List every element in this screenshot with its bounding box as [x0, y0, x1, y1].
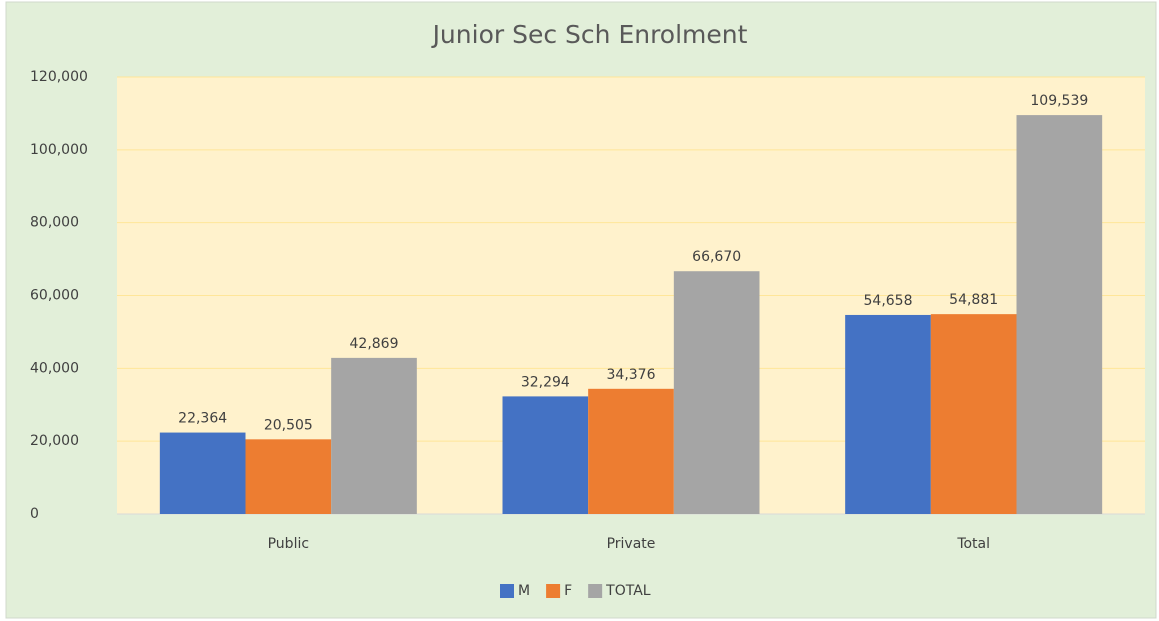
bar — [845, 314, 931, 514]
y-tick-label: 20,000 — [30, 433, 79, 449]
legend-label: F — [564, 583, 572, 599]
y-tick-label: 0 — [30, 506, 39, 522]
x-tick-label: Public — [268, 536, 309, 552]
y-tick-label: 40,000 — [30, 360, 79, 376]
bar — [502, 396, 589, 514]
y-tick-label: 80,000 — [30, 215, 79, 231]
bar — [1016, 115, 1103, 515]
bar — [159, 432, 246, 514]
bar — [331, 357, 417, 514]
legend-swatch — [546, 584, 561, 598]
y-tick-label: 60,000 — [30, 288, 79, 304]
chart-title: Junior Sec Sch Enrolment — [431, 20, 748, 49]
data-label: 54,658 — [864, 293, 913, 309]
data-label: 54,881 — [949, 292, 998, 308]
data-label: 109,539 — [1030, 93, 1088, 109]
x-tick-label: Private — [607, 536, 656, 552]
x-tick-label: Total — [956, 536, 990, 552]
y-tick-label: 120,000 — [30, 69, 88, 85]
data-label: 34,376 — [607, 367, 656, 383]
legend-label: M — [518, 583, 530, 599]
legend-swatch — [500, 584, 514, 598]
data-label: 32,294 — [521, 374, 570, 390]
data-label: 66,670 — [692, 249, 741, 265]
bar — [930, 314, 1017, 514]
bar — [588, 388, 674, 514]
bar — [673, 271, 760, 514]
data-label: 22,364 — [178, 411, 227, 427]
data-label: 42,869 — [350, 336, 399, 352]
legend-swatch — [588, 584, 603, 598]
legend-label: TOTAL — [605, 583, 651, 599]
y-tick-label: 100,000 — [30, 142, 88, 158]
data-label: 20,505 — [264, 417, 313, 433]
bar — [245, 439, 332, 514]
